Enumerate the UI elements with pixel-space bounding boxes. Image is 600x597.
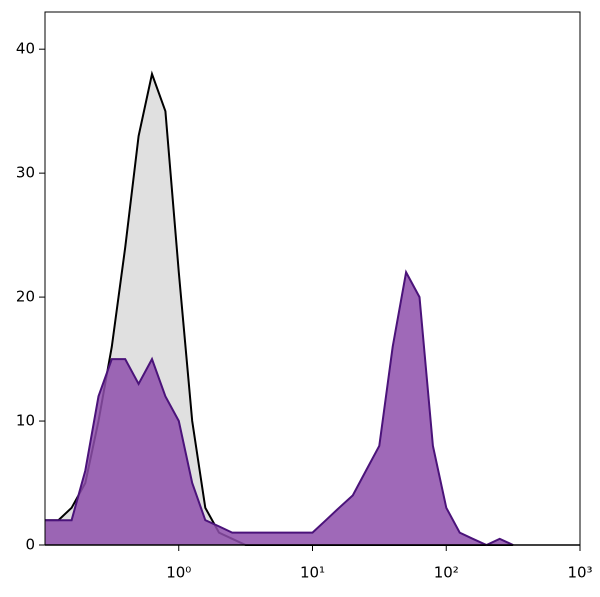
y-tick-label: 40 <box>16 40 35 58</box>
y-tick-label: 10 <box>16 412 35 430</box>
histogram-area <box>45 272 514 545</box>
x-tick-label: 10³ <box>567 564 592 582</box>
x-tick-label: 10² <box>434 564 459 582</box>
x-tick-label: 10⁰ <box>166 564 191 582</box>
y-tick-label: 20 <box>16 288 35 306</box>
histogram-outline <box>45 269 514 547</box>
x-tick-label: 10¹ <box>300 564 325 582</box>
frame <box>44 11 581 545</box>
y-tick-label: 0 <box>25 536 35 554</box>
y-tick-label: 30 <box>16 164 35 182</box>
